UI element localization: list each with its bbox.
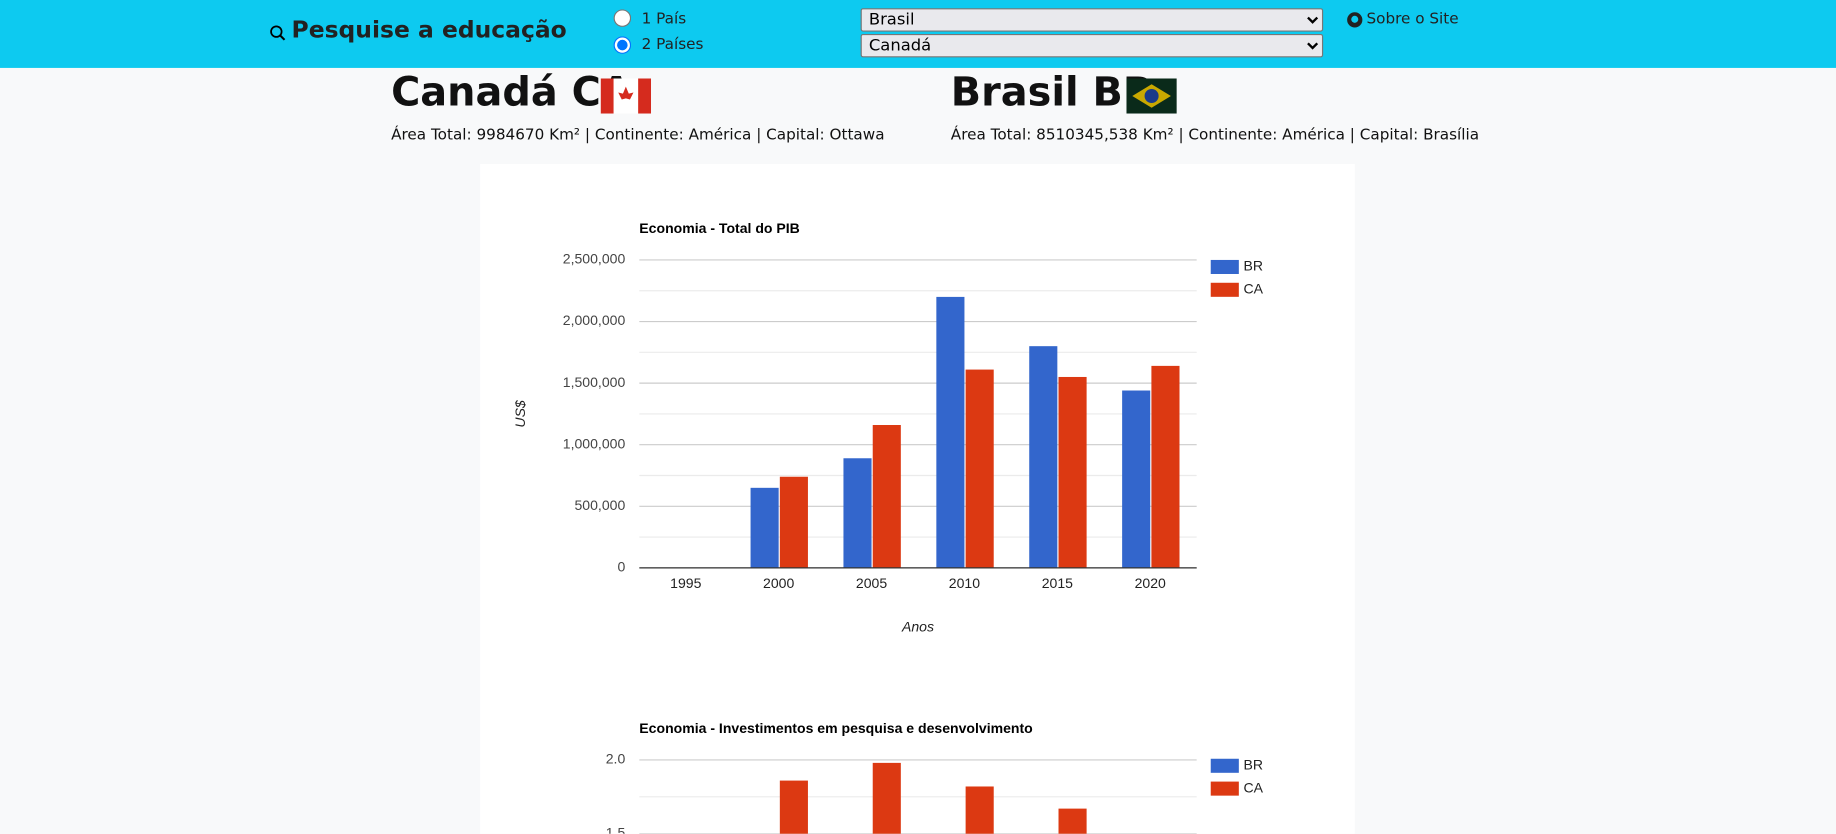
chart-panel: Economia - Total do PIB US$ Anos 0 500,000 1,…: [480, 163, 1355, 834]
y-tick-label: 1,000,000: [563, 435, 626, 451]
country-title: Canadá CA: [391, 69, 632, 116]
bar: [936, 296, 965, 568]
x-tick-label: 2005: [856, 575, 887, 591]
bar: [843, 458, 872, 568]
bar: [750, 487, 779, 568]
legend-swatch: [1210, 259, 1239, 274]
legend-label: BR: [1244, 258, 1264, 274]
country-title: Brasil BR: [950, 69, 1154, 116]
bar: [872, 762, 901, 834]
bar: [965, 369, 994, 568]
y-tick-label: 2,500,000: [563, 251, 626, 267]
x-tick-label: 2010: [949, 575, 980, 591]
bar: [779, 780, 808, 834]
x-tick-label: 2015: [1042, 575, 1073, 591]
y-axis-label: US$: [512, 399, 528, 428]
bar: [1151, 365, 1180, 568]
flag: [1126, 78, 1177, 114]
y-tick-label: 2,000,000: [563, 312, 626, 328]
bar: [872, 425, 901, 568]
search-icon: [270, 25, 286, 41]
charts: Economia - Total do PIB US$ Anos 0 500,000 1,…: [512, 220, 1264, 834]
bar: [1058, 376, 1087, 568]
x-axis-label: Anos: [901, 618, 934, 634]
about-link[interactable]: Sobre o Site: [1366, 10, 1459, 29]
y-tick-label: 1,500,000: [563, 374, 626, 390]
radio[interactable]: [613, 9, 632, 27]
y-tick-label: 1.5: [606, 824, 626, 833]
chart-title: Economia - Investimentos em pesquisa e d…: [639, 720, 1033, 736]
y-tick-label: 2.0: [606, 751, 626, 767]
country-info: Área Total: 8510345,538 Km² | Continente…: [950, 126, 1480, 145]
x-tick-label: 1995: [670, 575, 701, 591]
top-bar: Pesquise a educação 1 País 2 Países Bras…: [0, 0, 1836, 68]
radio-label[interactable]: 2 Países: [641, 36, 704, 54]
legend-swatch: [1210, 282, 1239, 297]
country-select[interactable]: Canadá: [860, 33, 1324, 58]
y-tick-label: 0: [617, 559, 625, 575]
x-tick-label: 2000: [763, 575, 794, 591]
legend-label: CA: [1244, 779, 1264, 795]
radio-label[interactable]: 1 País: [641, 10, 687, 29]
search-title[interactable]: Pesquise a educação: [291, 15, 567, 44]
bar: [1058, 808, 1087, 834]
country-info: Área Total: 9984670 Km² | Continente: Am…: [391, 126, 885, 145]
bar: [1122, 390, 1151, 568]
radio[interactable]: [613, 36, 632, 54]
flag: [600, 78, 652, 114]
legend-swatch: [1210, 781, 1239, 796]
x-tick-label: 2020: [1135, 575, 1166, 591]
chart-title: Economia - Total do PIB: [639, 220, 800, 236]
bar: [965, 786, 994, 834]
legend-swatch: [1210, 758, 1239, 773]
country-select[interactable]: Brasil: [860, 8, 1324, 32]
legend-label: BR: [1244, 757, 1264, 773]
bar: [779, 476, 808, 568]
bar: [1029, 346, 1058, 568]
github-icon: [1347, 12, 1363, 28]
y-tick-label: 500,000: [574, 497, 625, 513]
legend-label: CA: [1244, 281, 1264, 297]
